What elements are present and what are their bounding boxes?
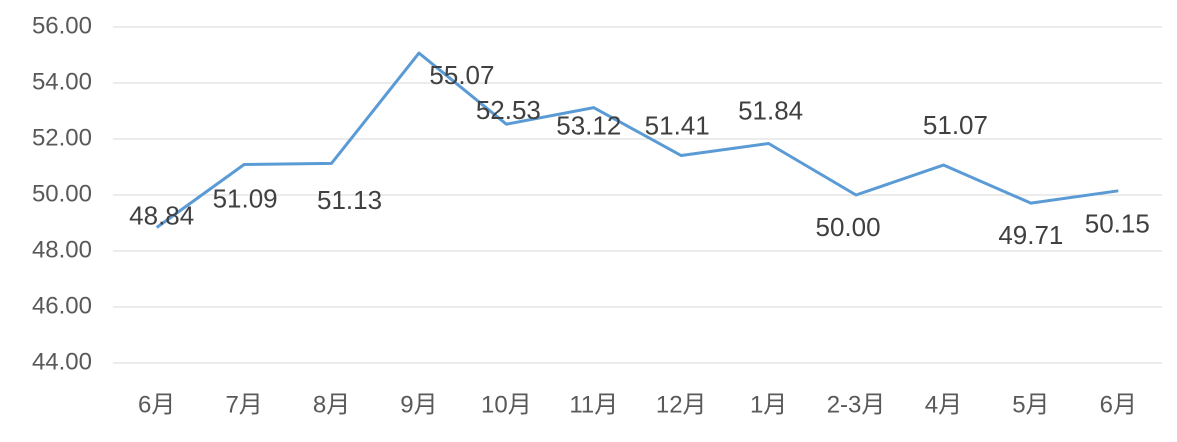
- data-label: 50.15: [1085, 209, 1150, 239]
- x-tick-label: 10月: [481, 391, 532, 418]
- x-tick-label: 7月: [225, 391, 262, 418]
- x-tick-label: 1月: [750, 391, 787, 418]
- data-label: 51.09: [213, 183, 278, 213]
- data-label: 51.41: [645, 110, 710, 140]
- data-label: 52.53: [476, 95, 541, 125]
- series-line: [155, 51, 1119, 229]
- data-label: 48.84: [129, 200, 194, 230]
- x-tick-label: 2-3月: [827, 391, 886, 418]
- y-tick-label: 46.00: [32, 292, 92, 319]
- data-label: 55.07: [429, 60, 494, 90]
- data-label: 51.84: [738, 95, 803, 125]
- x-tick-label: 5月: [1012, 391, 1049, 418]
- y-tick-label: 44.00: [32, 348, 92, 375]
- data-label: 53.12: [556, 111, 621, 141]
- y-tick-label: 52.00: [32, 124, 92, 151]
- x-tick-label: 9月: [400, 391, 437, 418]
- y-tick-label: 54.00: [32, 68, 92, 95]
- y-tick-label: 50.00: [32, 180, 92, 207]
- x-tick-label: 8月: [313, 391, 350, 418]
- x-tick-label: 11月: [569, 391, 618, 418]
- data-label: 49.71: [998, 220, 1063, 250]
- x-tick-label: 4月: [925, 391, 962, 418]
- y-tick-label: 56.00: [32, 12, 92, 39]
- data-label: 51.07: [923, 110, 988, 140]
- data-label: 50.00: [816, 212, 881, 242]
- y-tick-label: 48.00: [32, 236, 92, 263]
- x-tick-label: 12月: [656, 391, 707, 418]
- x-tick-label: 6月: [1100, 391, 1137, 418]
- data-label: 51.13: [317, 185, 382, 215]
- x-tick-label: 6月: [138, 391, 175, 418]
